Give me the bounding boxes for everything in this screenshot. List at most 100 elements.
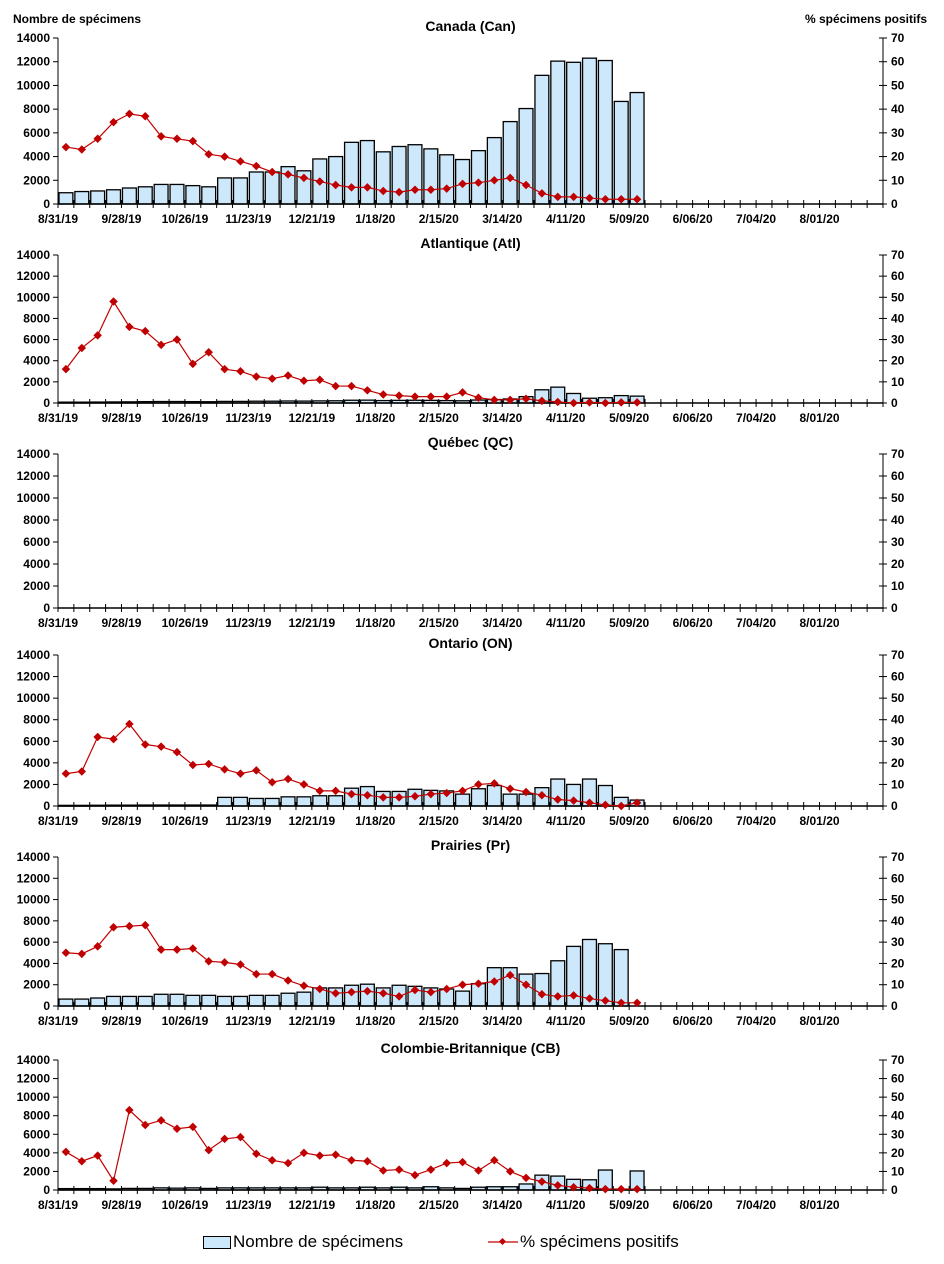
x-tick-label: 9/28/19: [101, 1014, 141, 1028]
specimen-bar: [518, 1183, 534, 1191]
percent-positive-point: [426, 1165, 436, 1174]
right-tick-label: 20: [891, 1146, 905, 1160]
specimen-bar: [248, 171, 264, 205]
specimen-bar: [534, 972, 550, 1007]
percent-positive-point: [616, 998, 626, 1008]
percent-positive-point: [156, 132, 166, 141]
right-tick-label: 50: [891, 78, 905, 92]
percent-positive-point: [537, 396, 547, 406]
percent-positive-point: [315, 375, 325, 384]
left-tick-label: 2000: [23, 1164, 50, 1178]
x-tick-label: 9/28/19: [101, 814, 141, 828]
left-tick-label: 12000: [17, 469, 51, 483]
percent-positive-point: [331, 381, 340, 391]
specimen-bar: [486, 967, 502, 1007]
left-tick-label: 8000: [23, 1109, 50, 1123]
right-tick-label: 70: [891, 447, 905, 461]
left-tick-label: 10000: [17, 290, 51, 304]
percent-positive-point: [267, 969, 277, 979]
percent-positive-point: [172, 134, 182, 144]
panel-title: Québec (QC): [428, 434, 514, 450]
percent-positive-point: [474, 979, 483, 988]
percent-positive-point: [299, 173, 309, 183]
x-tick-label: 5/09/20: [609, 616, 649, 630]
x-tick-label: 7/04/20: [736, 411, 776, 425]
specimen-bar: [217, 177, 233, 205]
x-tick-label: 10/26/19: [162, 1014, 209, 1028]
specimen-bar: [264, 994, 280, 1007]
specimen-bar: [58, 998, 74, 1007]
percent-positive-point: [569, 398, 578, 408]
x-tick-label: 8/01/20: [800, 1198, 840, 1212]
right-tick-label: 20: [891, 557, 905, 571]
right-tick-label: 60: [891, 1072, 905, 1086]
percent-positive-point: [505, 395, 515, 405]
right-tick-label: 70: [891, 850, 905, 864]
percent-positive-point: [172, 1124, 182, 1133]
percent-positive-point: [410, 985, 420, 995]
percent-positive-point: [236, 367, 245, 376]
x-tick-label: 12/21/19: [288, 212, 335, 226]
percent-positive-point: [77, 1156, 87, 1166]
percent-positive-point: [93, 1151, 102, 1160]
specimen-bar: [201, 994, 217, 1007]
x-tick-label: 11/23/19: [225, 411, 271, 425]
left-tick-label: 0: [43, 601, 50, 615]
left-tick-label: 4000: [23, 354, 50, 368]
percent-positive-point: [125, 109, 134, 119]
x-tick-label: 5/09/20: [609, 1198, 649, 1212]
right-tick-label: 40: [891, 1109, 905, 1123]
x-tick-label: 3/14/20: [482, 814, 522, 828]
percent-positive-point: [220, 765, 229, 774]
percent-positive-point: [267, 167, 277, 177]
percent-positive-point: [93, 732, 102, 742]
specimen-bar: [153, 183, 169, 205]
left-tick-label: 10000: [17, 78, 51, 92]
left-tick-label: 6000: [23, 535, 50, 549]
panel-title: Canada (Can): [425, 18, 515, 34]
right-tick-label: 10: [891, 978, 905, 992]
x-tick-label: 3/14/20: [482, 616, 522, 630]
x-tick-label: 3/14/20: [482, 212, 522, 226]
x-tick-label: 2/15/20: [419, 616, 459, 630]
percent-positive-point: [141, 112, 150, 121]
percent-positive-point: [141, 326, 150, 336]
right-tick-label: 30: [891, 734, 905, 748]
specimen-bar: [486, 784, 502, 807]
left-tick-label: 6000: [23, 1127, 50, 1141]
percent-positive-point: [394, 391, 404, 400]
legend-line-swatch: [488, 1237, 518, 1246]
x-tick-label: 7/04/20: [736, 1014, 776, 1028]
specimen-bar: [90, 997, 106, 1007]
left-tick-label: 0: [43, 1183, 50, 1197]
percent-positive-point: [283, 371, 293, 380]
x-tick-label: 2/15/20: [419, 411, 459, 425]
left-tick-label: 14000: [17, 1053, 51, 1067]
right-tick-label: 20: [891, 956, 905, 970]
percent-positive-point: [156, 945, 166, 954]
percent-positive-point: [204, 759, 213, 769]
x-tick-label: 1/18/20: [355, 212, 395, 226]
specimen-bar: [105, 995, 122, 1007]
percent-positive-point: [315, 984, 325, 994]
percent-positive-point: [426, 987, 436, 997]
right-tick-label: 0: [891, 601, 898, 615]
x-tick-label: 8/01/20: [800, 212, 840, 226]
percent-positive-point: [188, 359, 198, 369]
right-tick-label: 30: [891, 126, 905, 140]
percent-positive-point: [442, 392, 451, 401]
specimen-bar: [232, 796, 249, 807]
left-tick-label: 12000: [17, 670, 51, 684]
right-tick-label: 40: [891, 311, 905, 325]
specimen-bar: [502, 120, 518, 205]
right-axis-title: % spécimens positifs: [804, 12, 927, 26]
right-tick-label: 20: [891, 354, 905, 368]
x-tick-label: 4/11/20: [546, 814, 586, 828]
right-tick-label: 20: [891, 150, 905, 164]
percent-positive-point: [378, 186, 388, 196]
percent-positive-point: [474, 393, 483, 402]
percent-positive-point: [521, 1173, 531, 1183]
left-tick-label: 6000: [23, 333, 50, 347]
left-tick-label: 14000: [17, 850, 51, 864]
percent-positive-point: [426, 789, 436, 799]
